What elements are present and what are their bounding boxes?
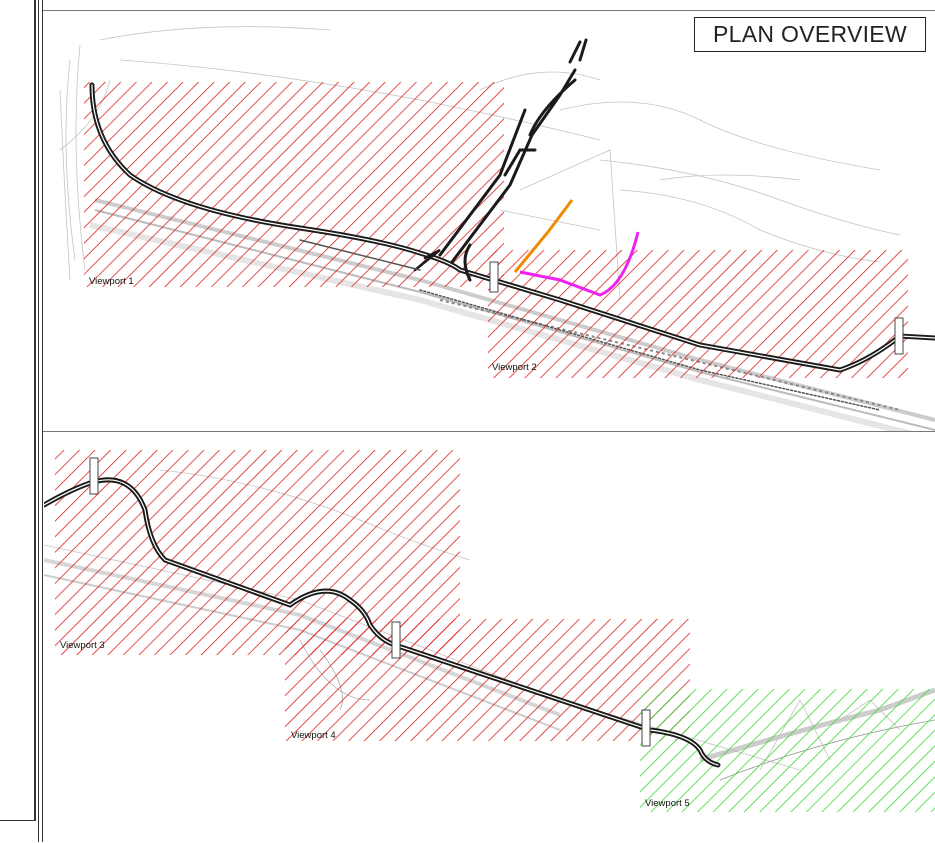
orange-highlight-line: [513, 199, 574, 273]
station-marker: [641, 709, 651, 747]
alignment-top: [89, 38, 935, 411]
station-marker: [894, 317, 904, 355]
viewport-2-zone[interactable]: [488, 250, 908, 378]
top-panel: Viewport 1 Viewport 2: [59, 26, 935, 431]
sheet-border-left: [38, 0, 43, 842]
viewport-5-label: Viewport 5: [645, 798, 690, 809]
magenta-highlight-line: [519, 231, 640, 297]
page-title: PLAN OVERVIEW: [694, 17, 926, 52]
panel-divider: [43, 431, 935, 432]
station-marker: [489, 261, 499, 293]
sheet-margin-rule: [0, 820, 36, 821]
viewport-4-label: Viewport 4: [291, 730, 336, 741]
drawing-frame: [43, 10, 935, 843]
viewport-3-label: Viewport 3: [60, 640, 105, 651]
viewport-1-label: Viewport 1: [89, 276, 134, 287]
viewport-5-zone[interactable]: [640, 689, 935, 812]
viewport-2-label: Viewport 2: [492, 362, 537, 373]
bottom-panel: Viewport 3 Viewport 4 Viewport 5: [44, 450, 935, 812]
sheet-margin-left: [0, 0, 36, 820]
station-marker: [391, 621, 401, 659]
alignment-bottom: [44, 477, 721, 768]
station-marker: [89, 457, 99, 495]
